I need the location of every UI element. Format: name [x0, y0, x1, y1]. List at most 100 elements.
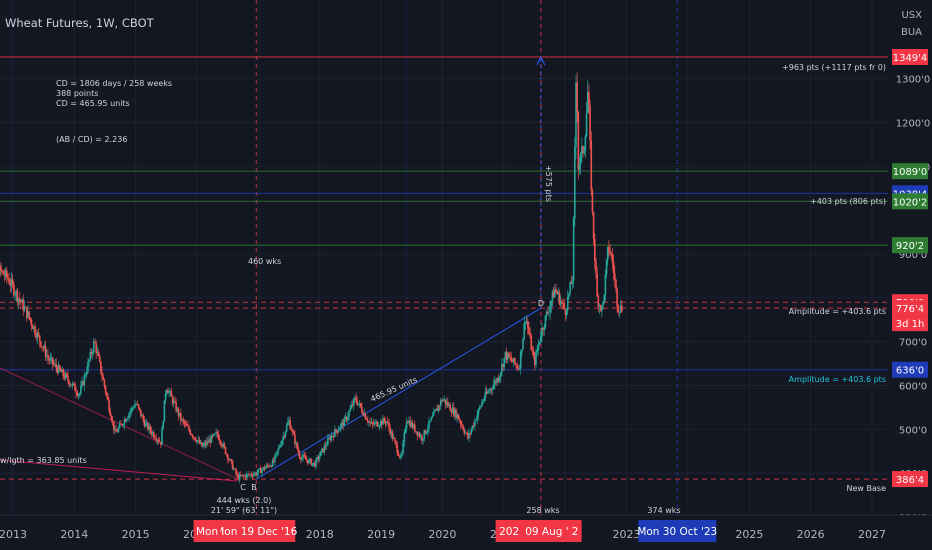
candle-body — [100, 361, 102, 373]
candle-body — [71, 383, 74, 386]
candle-body — [356, 400, 359, 405]
candle-body — [94, 341, 96, 343]
candle-body — [489, 388, 491, 392]
candle-body — [334, 429, 336, 438]
level-tag — [892, 300, 928, 317]
price-axis[interactable]: 1300'01200'01100'0900'0800'0700'0600'050… — [888, 0, 932, 550]
candle-body — [432, 411, 435, 416]
candle-body — [486, 391, 489, 394]
candle-body — [254, 472, 256, 475]
candle-body — [376, 421, 379, 427]
amplitude-1-label: Amplitude = +403.6 pts — [789, 307, 886, 316]
candle-body — [589, 105, 591, 141]
candle-body — [110, 415, 113, 421]
candle-body — [537, 344, 540, 350]
candle-body — [519, 351, 522, 369]
span-258-label: 258 wks — [526, 506, 559, 515]
candle-body — [98, 356, 101, 362]
level-tag — [892, 471, 928, 488]
candle-body — [277, 447, 280, 451]
candle-body — [228, 459, 230, 461]
candle-body — [192, 437, 195, 438]
candle-body — [203, 442, 206, 446]
candle-body — [161, 428, 163, 445]
candle-body — [265, 464, 268, 468]
candle-body — [61, 369, 63, 373]
candle-body — [581, 146, 583, 154]
candle-body — [482, 400, 484, 403]
candle-body — [561, 301, 563, 303]
candle-body — [539, 337, 542, 342]
candle-body — [542, 328, 544, 330]
price-tick-label: 900'0 — [899, 250, 927, 261]
candle-body — [434, 410, 436, 412]
measure-arrow — [536, 55, 546, 66]
candle-body — [267, 464, 269, 466]
candle-body — [583, 150, 586, 154]
candle-body — [586, 92, 589, 113]
candle-body — [495, 380, 497, 383]
unit-label: BUA — [900, 27, 922, 38]
time-marker-label: 2 — [572, 526, 579, 538]
level-tag-label: 920'2 — [896, 241, 924, 252]
candle-body — [522, 338, 524, 350]
new-base-label: New Base — [847, 484, 887, 493]
candle-body — [408, 420, 410, 424]
candle-body — [488, 391, 490, 393]
candle-body — [601, 306, 603, 311]
candle-body — [378, 425, 381, 427]
candle-body — [69, 384, 72, 386]
candle-body — [344, 417, 347, 418]
candle-body — [563, 302, 566, 310]
candle-body — [394, 438, 396, 442]
candle-body — [377, 426, 380, 428]
candle-body — [528, 327, 530, 334]
point-b-label: B — [251, 483, 257, 492]
candle-body — [317, 457, 320, 460]
candle-body — [496, 378, 498, 383]
candle-body — [446, 401, 449, 406]
candle-body — [325, 445, 328, 447]
candle-body — [249, 474, 252, 476]
candle-body — [565, 310, 568, 315]
candle-body — [167, 390, 169, 394]
candle-body — [247, 474, 249, 475]
candle-body — [463, 429, 466, 434]
candle-body — [151, 432, 154, 435]
level-tag — [892, 49, 928, 65]
candle-body — [428, 420, 430, 429]
stats-line: CD = 1806 days / 258 weeks — [56, 79, 172, 88]
time-marker-tag — [495, 520, 523, 542]
candle-body — [97, 351, 100, 357]
time-tick-label: 2027 — [858, 528, 886, 541]
candle-body — [221, 444, 223, 447]
candle-body — [425, 431, 428, 434]
candle-body — [88, 359, 90, 362]
candle-body — [470, 429, 473, 434]
candle-body — [248, 474, 250, 475]
candle-body — [243, 475, 246, 477]
candle-body — [604, 274, 607, 295]
candle-body — [523, 323, 526, 339]
time-tick-label: 2019 — [367, 528, 395, 541]
candle-body — [429, 420, 431, 422]
candle-body — [148, 425, 150, 430]
candle-body — [490, 388, 493, 390]
candle-body — [55, 363, 57, 368]
candle-body — [38, 335, 41, 342]
candle-body — [13, 284, 15, 295]
pts-403-label: +403 pts (806 pts) — [810, 197, 886, 206]
candle-body — [571, 280, 574, 284]
candle-body — [169, 391, 172, 393]
candle-body — [124, 419, 127, 422]
candle-body — [262, 467, 264, 470]
amplitude-2-label: Amplitude = +403.6 pts — [789, 375, 886, 384]
candle-body — [195, 439, 197, 443]
candle-body — [271, 459, 274, 467]
candle-body — [383, 418, 386, 422]
time-axis[interactable]: 2013201420152016201720182019202020212022… — [0, 514, 932, 550]
candle-body — [559, 301, 562, 305]
candle-body — [25, 307, 28, 318]
